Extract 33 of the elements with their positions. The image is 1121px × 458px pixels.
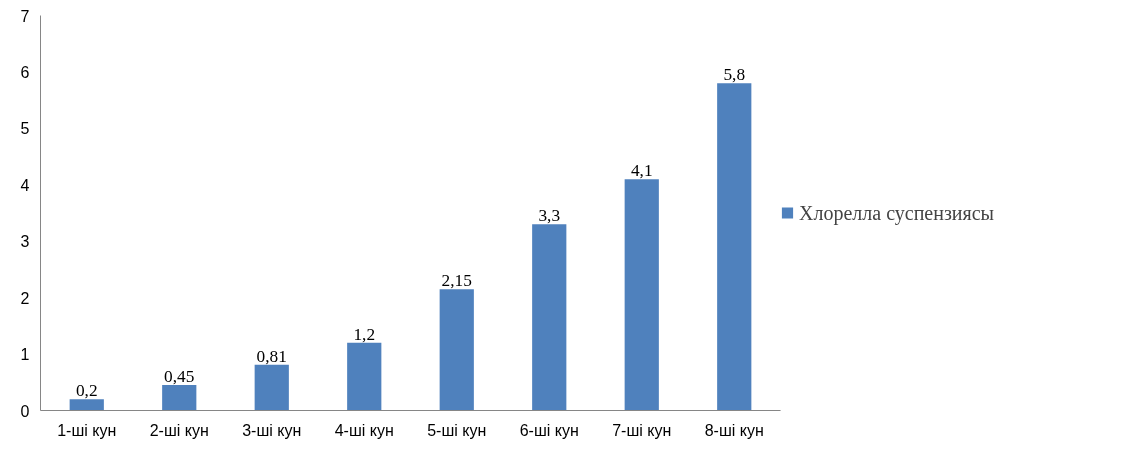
text: 0,81 — [256, 346, 287, 366]
x-tick-label: 6-ші кун — [519, 421, 579, 439]
text: 4,1 — [630, 161, 653, 181]
text: 5,8 — [723, 65, 746, 85]
text: 0,45 — [164, 367, 195, 387]
x-tick-label: 7-ші кун — [612, 421, 672, 439]
text: 3,3 — [538, 206, 561, 226]
text: 1,2 — [353, 324, 376, 344]
y-tick-label: 3 — [20, 233, 30, 251]
bar — [254, 364, 289, 411]
text: 2,15 — [441, 271, 472, 291]
bar — [439, 289, 474, 411]
bar — [624, 179, 659, 411]
legend-label: Хлорелла суспензиясы — [799, 201, 995, 224]
bar — [347, 342, 382, 411]
bar — [69, 399, 104, 411]
y-tick-label: 2 — [20, 289, 30, 307]
y-tick-label: 5 — [20, 120, 30, 138]
y-tick-label: 7 — [20, 7, 30, 25]
x-tick-label: 4-ші кун — [334, 421, 394, 439]
y-tick-label: 1 — [20, 346, 30, 364]
x-tick-label: 5-ші кун — [427, 421, 487, 439]
x-tick-label: 2-ші кун — [149, 421, 209, 439]
x-tick-label: 3-ші кун — [242, 421, 302, 439]
y-tick-label: 4 — [20, 176, 30, 194]
y-tick-label: 0 — [20, 402, 30, 420]
bar — [717, 83, 752, 411]
bar — [532, 224, 567, 411]
x-tick-label: 8-ші кун — [704, 421, 764, 439]
text: 0,2 — [75, 381, 98, 401]
bar — [162, 385, 197, 411]
y-tick-label: 6 — [20, 63, 30, 81]
x-tick-label: 1-ші кун — [57, 421, 117, 439]
